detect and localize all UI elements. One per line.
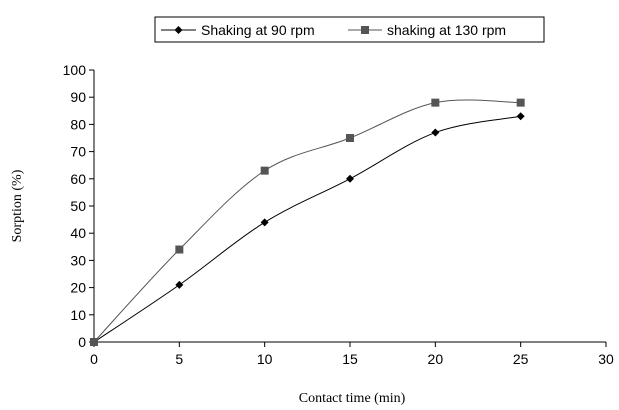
series-2-point xyxy=(346,134,354,142)
x-tick-label: 30 xyxy=(598,351,614,367)
legend-marker-diamond-icon xyxy=(174,26,183,34)
legend-marker-square-icon xyxy=(361,26,369,34)
y-tick-label: 80 xyxy=(70,116,86,132)
x-tick-label: 10 xyxy=(257,351,273,367)
series-2-point xyxy=(175,245,184,254)
x-tick-label: 25 xyxy=(513,351,529,367)
series-1-point xyxy=(260,218,269,227)
y-tick-label: 10 xyxy=(70,307,86,323)
series-2-point xyxy=(516,98,525,107)
series-1-point xyxy=(175,280,184,289)
y-tick-label: 100 xyxy=(63,62,87,78)
x-axis-title: Contact time (min) xyxy=(299,391,406,406)
y-tick-label: 40 xyxy=(70,225,86,241)
y-tick-label: 20 xyxy=(70,280,86,296)
legend-label-series-1: Shaking at 90 rpm xyxy=(201,22,315,38)
series-2-point xyxy=(90,338,98,346)
series-2-point xyxy=(260,166,269,175)
y-tick-label: 30 xyxy=(70,252,86,268)
y-tick-label: 50 xyxy=(70,198,86,214)
series-1-line xyxy=(93,115,521,343)
series-layer xyxy=(90,98,525,346)
legend: Shaking at 90 rpm shaking at 130 rpm xyxy=(154,16,545,43)
y-tick-label: 60 xyxy=(70,171,86,187)
y-tick-label: 90 xyxy=(70,89,86,105)
y-axis-title: Sorption (%) xyxy=(10,169,25,242)
series-2-point xyxy=(431,98,440,107)
y-tick-label: 0 xyxy=(78,334,86,350)
series-1-point xyxy=(431,128,440,137)
x-tick-label: 20 xyxy=(428,351,444,367)
series-1-point xyxy=(516,112,525,121)
x-tick-label: 0 xyxy=(90,351,98,367)
legend-label-series-2: shaking at 130 rpm xyxy=(387,22,506,38)
y-tick-label: 70 xyxy=(70,144,86,160)
x-tick-label: 5 xyxy=(175,351,183,367)
x-tick-label: 15 xyxy=(342,351,358,367)
axes: 0 10 20 30 40 50 60 70 80 90 100 0 5 10 15 20 25 30 xyxy=(63,62,614,367)
series-2-line xyxy=(93,99,521,343)
series-1-point xyxy=(346,174,354,183)
